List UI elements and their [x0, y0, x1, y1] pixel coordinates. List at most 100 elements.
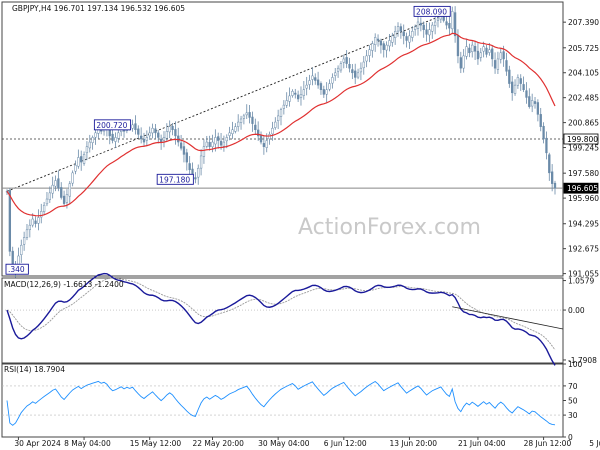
candle-body — [162, 137, 166, 141]
price-level-box — [563, 182, 599, 194]
candle-body — [550, 171, 554, 184]
candle-body — [225, 137, 228, 142]
candle-body — [299, 94, 303, 98]
rsi-line — [6, 380, 556, 426]
candle-body — [114, 137, 117, 142]
candle-body — [422, 24, 425, 30]
candle-body — [428, 29, 431, 36]
candle-body — [405, 36, 408, 41]
candle-body — [539, 114, 542, 127]
candle-body — [77, 157, 80, 167]
candle-body — [194, 177, 197, 180]
candle-body — [22, 237, 26, 245]
candle-body — [522, 84, 525, 90]
candle-body — [354, 70, 357, 78]
candle-body — [488, 49, 491, 53]
candle-body — [511, 81, 514, 94]
candle-body — [28, 224, 31, 230]
candle-body — [402, 31, 405, 37]
candle-body — [291, 91, 294, 96]
candle-body — [74, 164, 77, 172]
candle-body — [197, 167, 200, 178]
peak-label: 200.720 — [96, 121, 127, 130]
candle-body — [542, 125, 545, 140]
candle-body — [448, 23, 451, 29]
candle-body — [385, 44, 388, 51]
candle-body — [365, 55, 368, 62]
candle-body — [519, 78, 522, 84]
watermark: ActionForex.com — [298, 215, 481, 240]
candle-body — [139, 135, 143, 140]
candle-body — [274, 121, 277, 128]
macd-tick-label: 0.00 — [568, 306, 585, 315]
candle-body — [268, 134, 271, 140]
candle-body — [188, 163, 191, 171]
rsi-pane-frame — [1, 363, 564, 438]
peak-label-box — [413, 5, 451, 17]
candle-body — [408, 35, 411, 43]
candle-body — [368, 49, 371, 56]
trendline — [6, 10, 453, 192]
candle-body — [219, 140, 223, 146]
candle-body — [359, 67, 363, 73]
candle-body — [505, 60, 508, 72]
candle-body — [157, 132, 160, 138]
candle-body — [20, 244, 23, 255]
candle-body — [451, 11, 454, 30]
candle-body — [199, 155, 203, 169]
candle-body — [148, 132, 151, 137]
candle-body — [288, 95, 291, 102]
candle-body — [302, 89, 305, 96]
candle-body — [345, 57, 348, 64]
macd-tick-label: -1.7908 — [568, 356, 597, 365]
candle-body — [174, 129, 177, 137]
candle-body — [171, 125, 174, 131]
candle-body — [453, 12, 457, 37]
candle-body — [533, 101, 537, 104]
candle-body — [399, 26, 403, 32]
candle-body — [31, 218, 34, 226]
price-level-box — [563, 133, 599, 145]
candle-body — [245, 112, 248, 116]
rsi-tick-label: 30 — [568, 411, 578, 420]
price-tick-label: 205.725 — [568, 44, 599, 53]
price-tick-label: 191.055 — [568, 270, 599, 279]
candle-body — [322, 89, 325, 95]
candle-body — [482, 46, 485, 52]
candle-body — [294, 92, 297, 95]
candle-body — [308, 80, 311, 85]
candle-body — [411, 30, 414, 38]
candle-body — [319, 83, 323, 90]
candle-body — [231, 129, 234, 134]
candle-body — [462, 55, 465, 69]
candle-body — [42, 204, 46, 212]
time-tick-label: 30 May 04:00 — [258, 439, 310, 448]
candle-body — [456, 35, 460, 57]
price-tick-label: 195.960 — [568, 194, 599, 203]
price-tick-label: 204.105 — [568, 69, 599, 78]
candle-body — [62, 195, 66, 204]
candle-body — [436, 18, 440, 21]
peak-label-box — [156, 173, 194, 185]
peak-label: 208.090 — [416, 7, 447, 16]
price-tick-label: 197.580 — [568, 169, 599, 178]
candle-body — [296, 94, 300, 100]
candle-body — [413, 26, 417, 30]
candle-body — [499, 52, 502, 60]
time-tick-label: 13 Jun 20:00 — [389, 439, 437, 448]
macd-label: MACD(12,26,9) -1.6613 -1.2400 — [4, 280, 124, 289]
candle-body — [25, 229, 29, 238]
price-level-label: 196.605 — [567, 184, 598, 193]
candle-body — [371, 43, 374, 51]
candles — [5, 6, 557, 278]
macd-tick-label: 1.0579 — [568, 277, 594, 286]
candle-body — [111, 133, 114, 141]
candle-body — [51, 184, 54, 194]
candle-body — [316, 79, 320, 86]
rsi-tick-label: 100 — [568, 360, 583, 369]
candle-body — [254, 124, 257, 131]
candle-body — [34, 220, 37, 224]
candle-body — [362, 61, 365, 69]
candle-body — [228, 132, 231, 136]
